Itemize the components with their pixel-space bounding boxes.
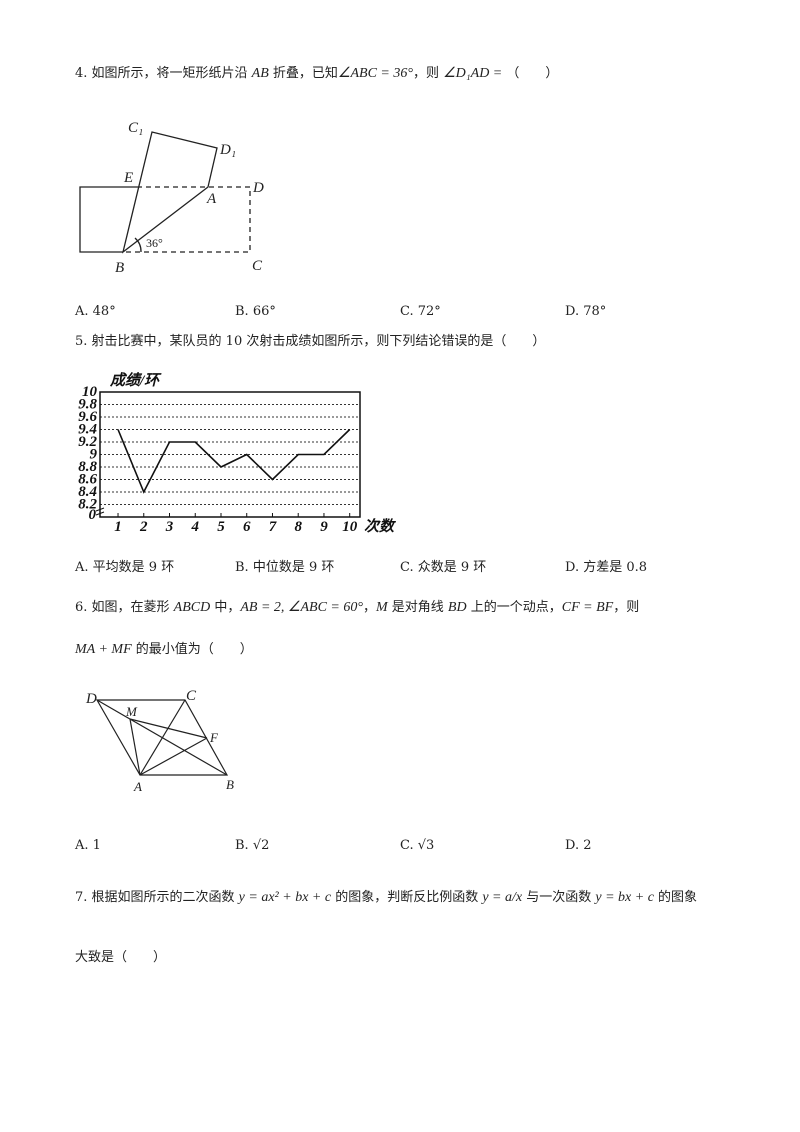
label: C₁: [128, 120, 143, 136]
text: 是对角线: [387, 600, 448, 615]
math: BD: [447, 600, 467, 615]
math: MA + MF: [75, 642, 132, 657]
text: 6. 如图，在菱形: [75, 600, 174, 615]
option: C. √3: [400, 838, 435, 853]
option: C. 72°: [400, 304, 441, 319]
text: 的图象，判断反比例函数: [331, 890, 483, 905]
text: 的图象: [653, 890, 698, 905]
math: y = ax² + bx + c: [238, 890, 332, 905]
y-tick-label: 9.8: [78, 397, 97, 413]
y-tick-label: 9.6: [78, 409, 97, 425]
math: AB: [251, 66, 269, 81]
math: ABCD: [173, 600, 211, 615]
x-tick-label: 7: [269, 519, 277, 535]
data-line: [117, 428, 351, 494]
option: A. 平均数是 9 环: [75, 560, 175, 575]
x-tick-label: 3: [165, 519, 174, 535]
option: B. √2: [235, 838, 270, 853]
text: 7. 根据如图所示的二次函数: [75, 890, 239, 905]
text: 上的一个动点，: [466, 600, 562, 615]
label: D: [85, 691, 97, 707]
question-line: 5. 射击比赛中，某队员的 10 次射击成绩如图所示，则下列结论错误的是（ ）: [75, 333, 545, 351]
label: B: [115, 260, 124, 276]
math: ∠ABC = 36°: [337, 66, 413, 81]
x-tick-label: 5: [217, 519, 225, 535]
text: ，则: [613, 600, 640, 615]
label: D: [252, 180, 264, 196]
label: E: [123, 170, 133, 186]
plot-frame: [99, 391, 361, 518]
y-tick-label: 9: [90, 447, 98, 463]
label: A: [133, 779, 142, 794]
question-line: 7. 根据如图所示的二次函数 y = ax² + bx + c 的图象，判断反比…: [75, 889, 697, 907]
option: B. 66°: [235, 304, 276, 319]
option: C. 众数是 9 环: [400, 560, 487, 575]
label: A: [206, 191, 217, 207]
y-tick-label: 8.2: [78, 497, 97, 513]
x-tick-label: 8: [294, 519, 302, 535]
option: D. 2: [565, 838, 592, 853]
text: 与一次函数: [522, 890, 596, 905]
y-tick-label: 8.4: [78, 484, 97, 500]
label: B: [226, 777, 234, 792]
question-line: 6. 如图，在菱形 ABCD 中，AB = 2, ∠ABC = 60°，M 是对…: [75, 599, 639, 617]
option: B. 中位数是 9 环: [235, 560, 335, 575]
question-line: 4. 如图所示，将一矩形纸片沿 AB 折叠，已知∠ABC = 36°，则 ∠D₁…: [75, 65, 558, 83]
x-tick-label: 4: [190, 519, 199, 535]
y-tick-label: 9.2: [78, 434, 97, 450]
axis-break-label: 0: [89, 507, 97, 523]
x-tick-label: 2: [139, 519, 148, 535]
math: ∠D₁AD =: [443, 66, 503, 81]
text: 的最小值为（ ）: [131, 642, 253, 657]
math: M: [375, 600, 388, 615]
x-tick-label: 6: [243, 519, 251, 535]
x-tick-label: 10: [342, 519, 358, 535]
label: M: [125, 704, 138, 719]
text: ，: [362, 600, 376, 615]
y-tick-label: 9.4: [78, 422, 97, 438]
text: 中，: [210, 600, 241, 615]
text: ，则: [412, 66, 444, 81]
question-line: 大致是（ ）: [75, 949, 166, 967]
text: （ ）: [502, 66, 559, 81]
math: AB = 2, ∠ABC = 60°: [240, 600, 363, 615]
y-tick-label: 10: [82, 384, 98, 400]
math: y = a/x: [482, 890, 523, 905]
label: C: [252, 258, 263, 274]
label: C: [186, 688, 197, 704]
option: D. 方差是 0.8: [565, 560, 648, 575]
fold-figure: [79, 131, 251, 254]
label: D₁: [219, 142, 236, 158]
y-axis-label: 成绩/环: [109, 372, 162, 389]
y-tick-label: 8.8: [78, 459, 97, 475]
option: A. 1: [75, 838, 101, 853]
question-line: MA + MF 的最小值为（ ）: [75, 641, 253, 659]
math: y = bx + c: [595, 890, 654, 905]
text: 折叠，已知: [268, 66, 338, 81]
x-tick-label: 9: [320, 519, 328, 535]
label: F: [209, 730, 219, 745]
text: 5. 射击比赛中，某队员的 10 次射击成绩如图所示，则下列结论错误的是（ ）: [75, 334, 546, 349]
math: CF = BF: [561, 600, 614, 615]
label: 36°: [146, 236, 163, 250]
text: 4. 如图所示，将一矩形纸片沿: [75, 66, 252, 81]
x-tick-label: 1: [114, 519, 122, 535]
y-tick-label: 8.6: [78, 472, 97, 488]
rhombus-figure: [95, 699, 229, 776]
x-axis-label: 次数: [364, 518, 397, 535]
option: A. 48°: [75, 304, 116, 319]
option: D. 78°: [565, 304, 607, 319]
text: 大致是（ ）: [75, 950, 167, 965]
